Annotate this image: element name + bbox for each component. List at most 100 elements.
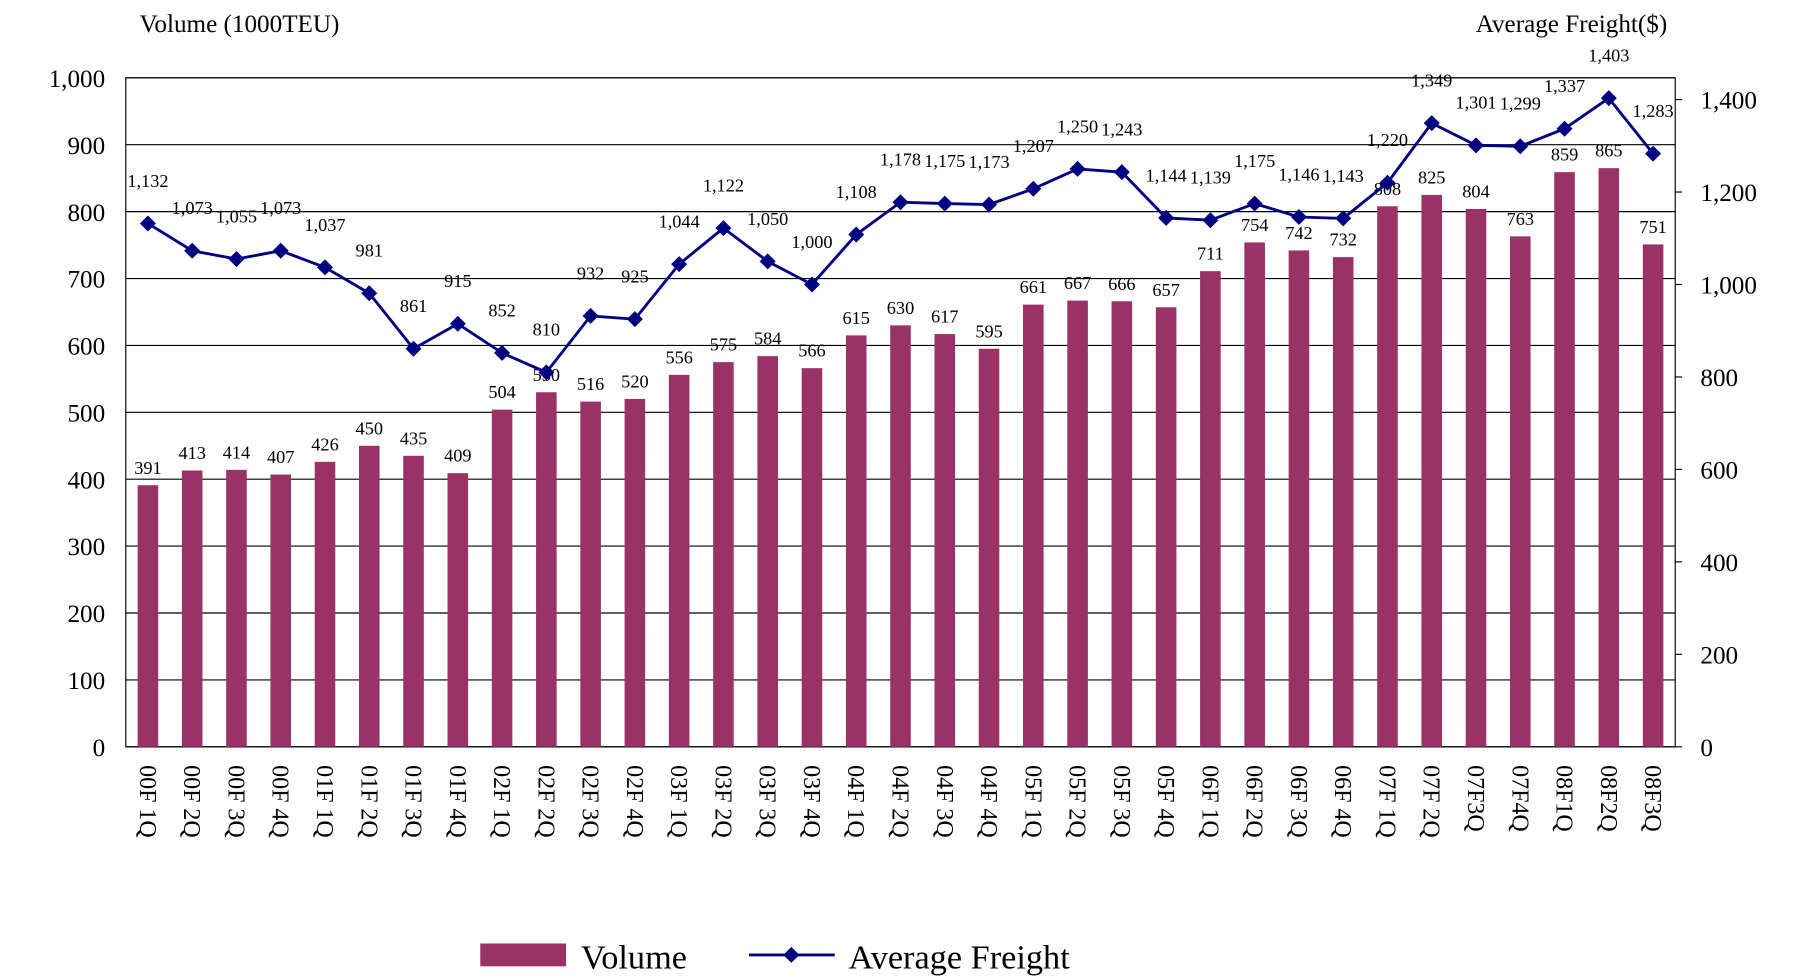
bar (1111, 301, 1133, 747)
bar-value-label: 414 (223, 442, 250, 462)
bar-value-label: 859 (1551, 145, 1578, 165)
x-tick-label: 08F3Q (1639, 765, 1665, 832)
x-tick-label: 05F 1Q (1019, 765, 1045, 838)
line-value-label: 810 (533, 320, 560, 340)
line-value-label: 1,403 (1588, 46, 1629, 66)
x-tick-label: 00F 1Q (134, 765, 160, 838)
x-tick-label: 06F 1Q (1196, 765, 1222, 838)
line-marker (671, 256, 688, 273)
line-value-label: 1,243 (1101, 120, 1142, 140)
line-marker (1335, 210, 1352, 227)
bar-value-label: 667 (1064, 273, 1091, 293)
x-tick-label: 07F 1Q (1373, 765, 1399, 838)
y2-axis-title: Average Freight($) (1476, 11, 1668, 38)
legend-label: Volume (581, 939, 687, 977)
bar (1377, 206, 1398, 747)
line-marker (1468, 137, 1485, 154)
bar-value-label: 435 (400, 428, 427, 448)
line-value-label: 925 (621, 267, 648, 287)
x-tick-label: 07F3Q (1462, 765, 1488, 832)
bar-value-label: 450 (356, 418, 383, 438)
bar-value-label: 804 (1462, 182, 1489, 202)
line-value-label: 1,299 (1500, 94, 1541, 114)
x-tick-label: 01F 4Q (444, 765, 470, 838)
bar-value-label: 732 (1329, 230, 1356, 250)
x-tick-label: 04F 2Q (886, 765, 912, 838)
y-tick-label: 300 (67, 534, 105, 561)
y-axis-title: Volume (1000TEU) (140, 11, 340, 38)
y2-tick-label: 1,200 (1700, 180, 1757, 207)
bar (934, 334, 956, 747)
x-tick-label: 02F 2Q (532, 765, 558, 838)
x-tick-label: 02F 3Q (577, 765, 603, 838)
bar (668, 374, 690, 747)
line-value-label: 1,220 (1367, 130, 1408, 150)
line-value-label: 932 (577, 263, 604, 283)
line-value-label: 1,037 (304, 215, 345, 235)
bar-value-label: 391 (134, 458, 161, 478)
bar (757, 356, 778, 747)
bar (1155, 307, 1177, 747)
x-tick-label: 00F 2Q (178, 765, 204, 838)
bar-value-label: 556 (665, 347, 692, 367)
line-value-label: 1,055 (216, 206, 257, 226)
line-value-label: 1,139 (1190, 168, 1231, 188)
y2-tick-label: 400 (1700, 550, 1738, 577)
bar (1509, 236, 1531, 747)
x-tick-label: 05F 2Q (1064, 765, 1090, 838)
line-marker (449, 315, 466, 332)
bar (226, 469, 247, 747)
bar-value-label: 426 (311, 434, 338, 454)
line-marker (582, 307, 599, 324)
bar-value-label: 657 (1152, 280, 1179, 300)
x-tick-label: 01F 3Q (400, 765, 426, 838)
line-value-label: 1,337 (1544, 76, 1585, 96)
x-tick-label: 01F 1Q (311, 765, 337, 838)
bar (181, 470, 203, 747)
bar (270, 474, 292, 747)
bar (1642, 244, 1664, 747)
bar-value-label: 711 (1197, 244, 1224, 264)
bar-value-label: 407 (267, 447, 294, 467)
y-tick-label: 400 (67, 467, 105, 494)
line-value-label: 1,143 (1323, 166, 1364, 186)
y2-tick-label: 1,400 (1700, 88, 1757, 115)
line-marker (626, 311, 643, 328)
bar (1067, 300, 1088, 747)
line-marker (494, 344, 511, 361)
bar-value-label: 615 (843, 308, 870, 328)
line-marker (1556, 120, 1573, 137)
bar-value-label: 865 (1595, 141, 1622, 161)
bar (1598, 168, 1620, 747)
x-tick-label: 04F 4Q (975, 765, 1001, 838)
x-tick-label: 04F 3Q (931, 765, 957, 838)
bar (358, 445, 380, 747)
line-value-label: 1,175 (1234, 151, 1275, 171)
bar (801, 368, 823, 747)
bar-value-label: 595 (975, 321, 1002, 341)
x-tick-label: 01F 2Q (355, 765, 381, 838)
line-marker (272, 242, 289, 259)
bar-value-label: 413 (178, 443, 205, 463)
bar-value-label: 751 (1639, 217, 1666, 237)
bar (1288, 250, 1310, 747)
x-tick-label: 08F1Q (1551, 765, 1577, 832)
x-tick-label: 02F 4Q (621, 765, 647, 838)
line-value-label: 915 (444, 271, 471, 291)
line-marker (1025, 180, 1042, 197)
line-marker (1246, 195, 1263, 212)
line-value-label: 1,000 (791, 232, 832, 252)
bar (1332, 257, 1354, 747)
line-marker (184, 242, 201, 259)
line-marker (139, 215, 156, 232)
bar (491, 409, 513, 747)
bar (1244, 242, 1265, 747)
x-tick-label: 06F 3Q (1285, 765, 1311, 838)
line-value-label: 1,050 (747, 209, 788, 229)
x-tick-label: 06F 2Q (1241, 765, 1267, 838)
line-value-label: 852 (488, 300, 515, 320)
x-tick-label: 05F 3Q (1108, 765, 1134, 838)
bar (314, 461, 336, 747)
line-value-label: 1,144 (1146, 165, 1187, 185)
